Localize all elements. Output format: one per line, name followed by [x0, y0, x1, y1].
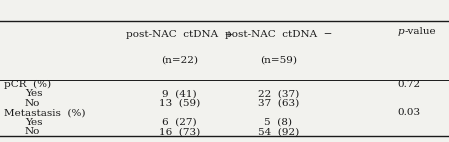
Text: 5  (8): 5 (8) — [264, 118, 292, 127]
Text: 9  (41): 9 (41) — [162, 89, 197, 98]
Text: 0.72: 0.72 — [397, 80, 420, 89]
Text: Metastasis  (%): Metastasis (%) — [4, 108, 86, 117]
Text: post-NAC  ctDNA  +: post-NAC ctDNA + — [126, 30, 233, 39]
Text: No: No — [25, 127, 40, 136]
Text: 22  (37): 22 (37) — [258, 89, 299, 98]
Text: No: No — [25, 99, 40, 108]
Text: 6  (27): 6 (27) — [162, 118, 197, 127]
Text: post-NAC  ctDNA  −: post-NAC ctDNA − — [224, 30, 332, 39]
Text: (n=22): (n=22) — [161, 55, 198, 64]
Text: Yes: Yes — [25, 89, 42, 98]
Text: -value: -value — [404, 27, 436, 36]
Text: pCR  (%): pCR (%) — [4, 80, 52, 89]
Text: p: p — [397, 27, 404, 36]
Text: 0.03: 0.03 — [397, 108, 420, 117]
Text: 13  (59): 13 (59) — [159, 99, 200, 108]
Text: 54  (92): 54 (92) — [258, 127, 299, 136]
Text: Yes: Yes — [25, 118, 42, 127]
Text: 37  (63): 37 (63) — [258, 99, 299, 108]
Text: 16  (73): 16 (73) — [159, 127, 200, 136]
Text: (n=59): (n=59) — [260, 55, 297, 64]
